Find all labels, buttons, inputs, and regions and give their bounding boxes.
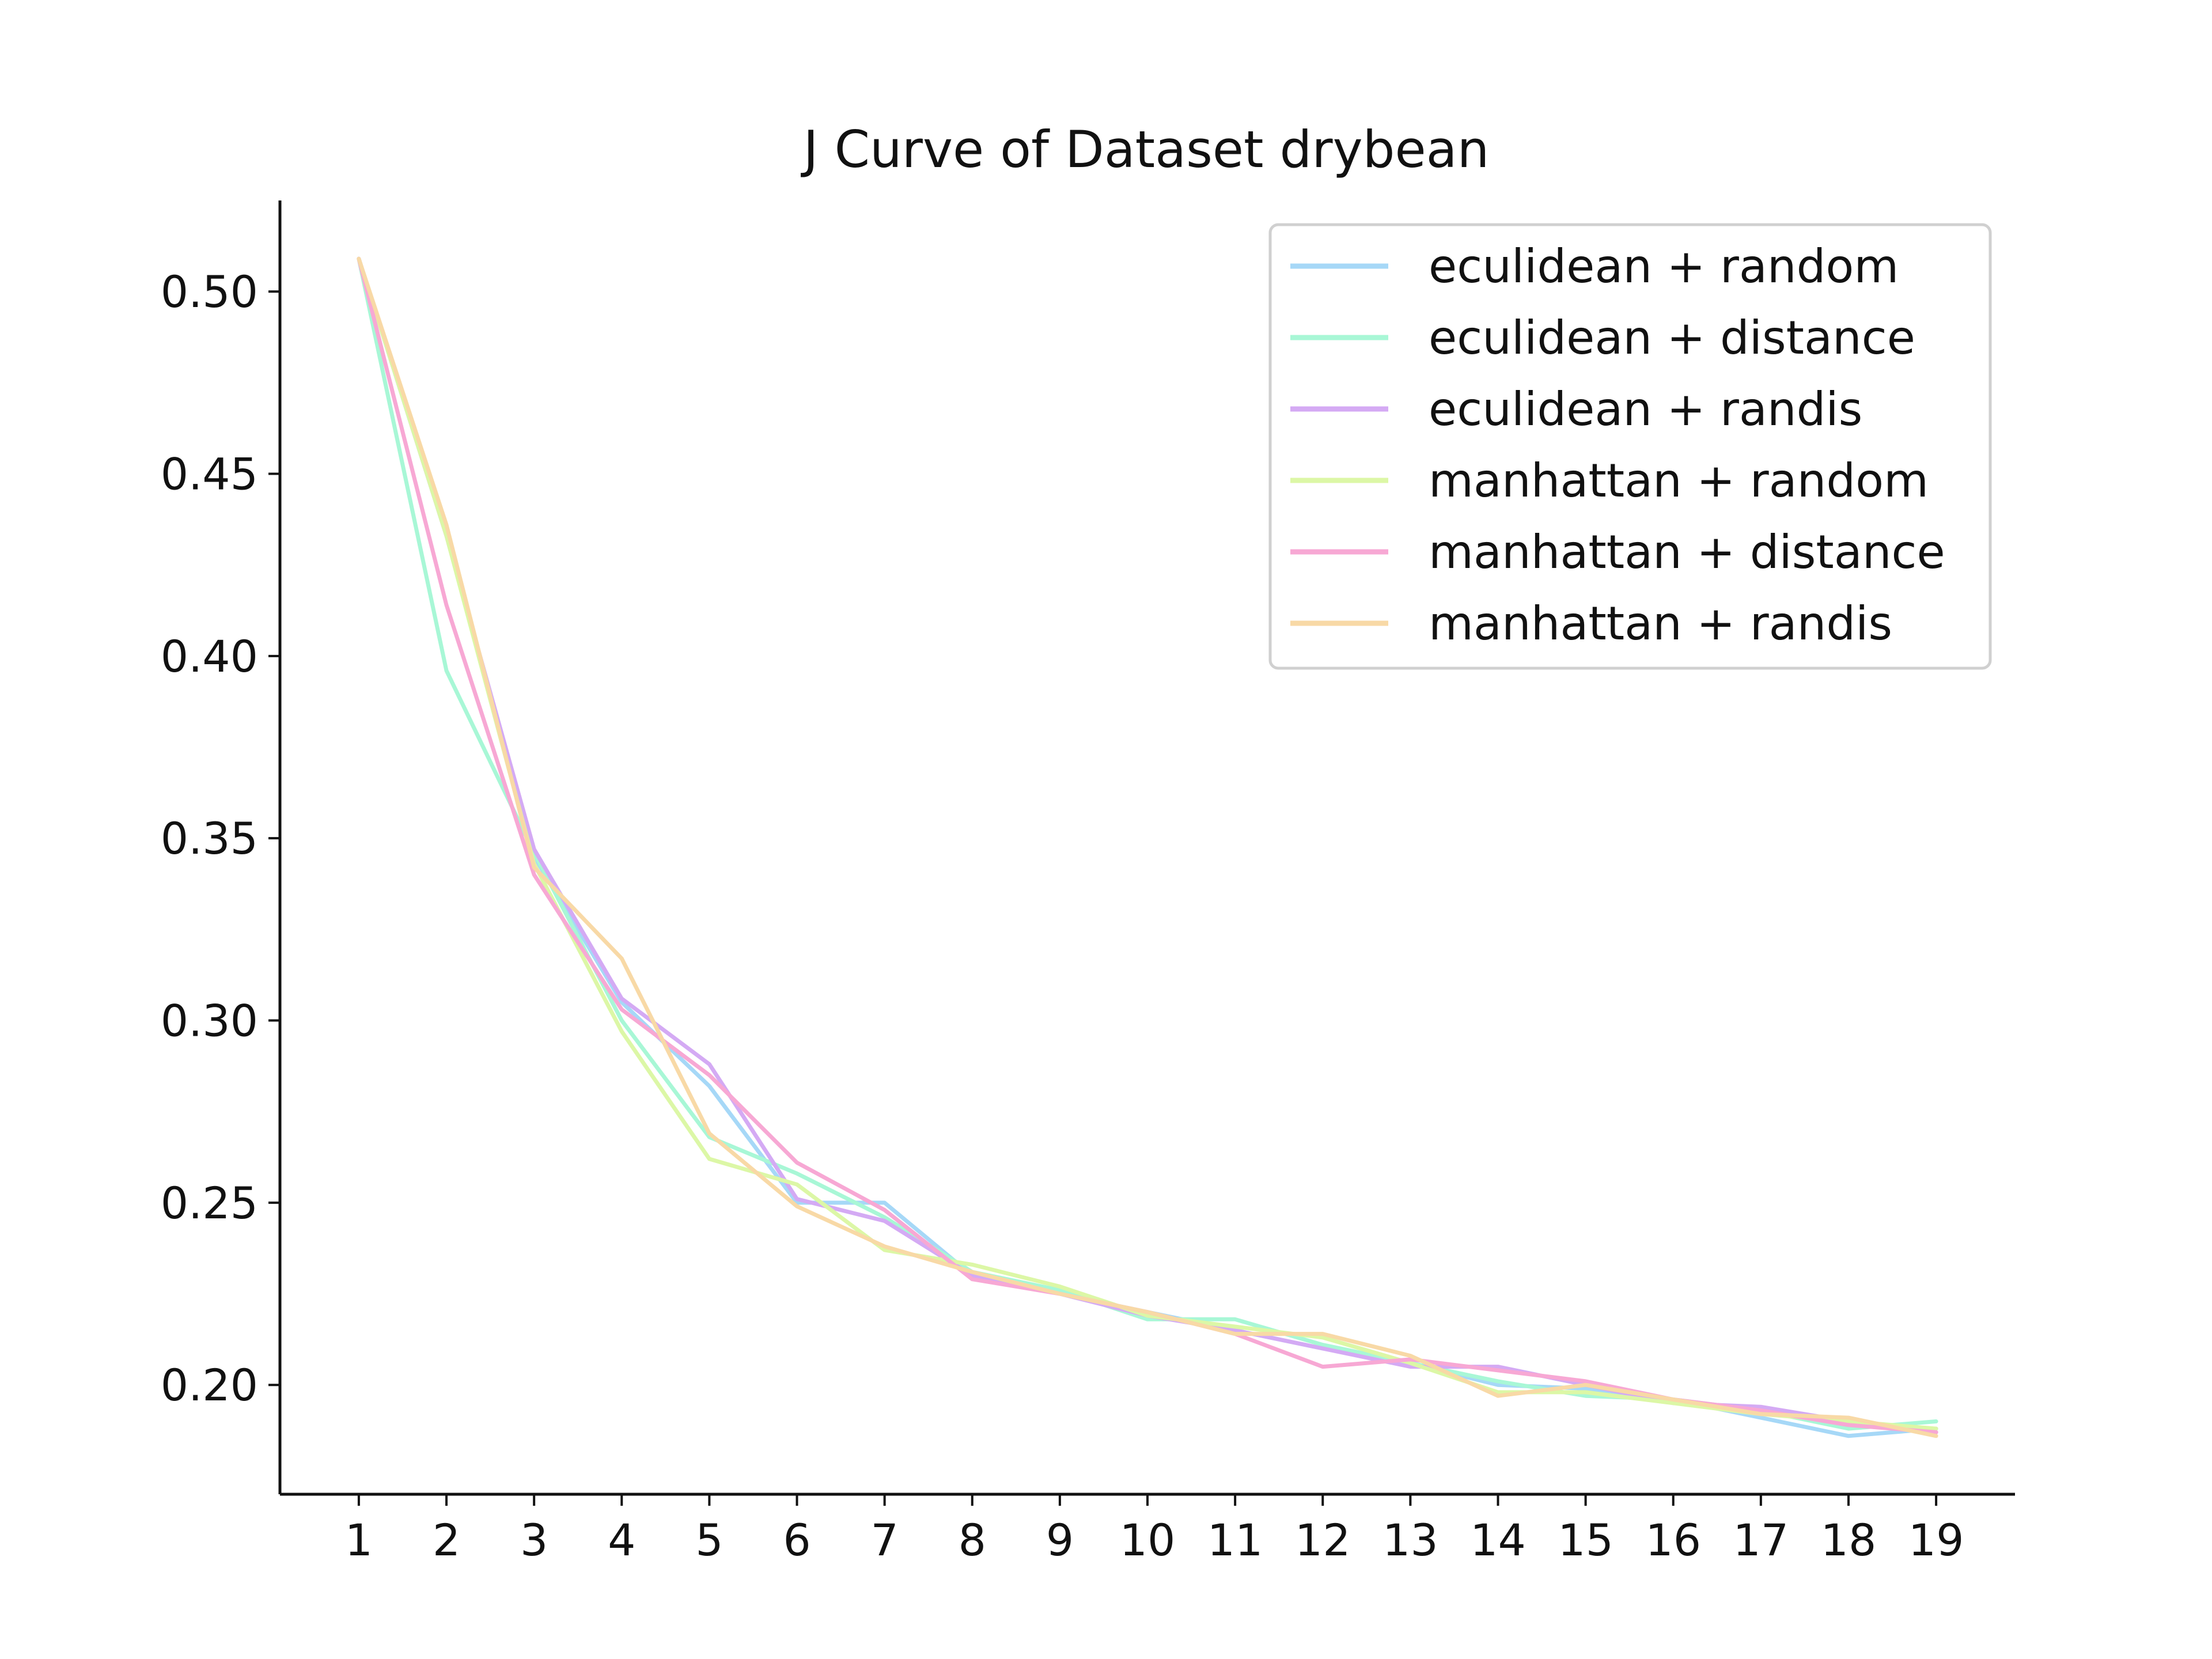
x-tick-label: 8: [959, 1514, 986, 1566]
series-line-4: [357, 256, 1938, 1431]
series-layer: [357, 256, 1938, 1438]
y-tick-label: 0.20: [161, 1359, 258, 1411]
x-tick-label: 12: [1295, 1514, 1351, 1566]
x-tick-label: 7: [870, 1514, 898, 1566]
x-tick-label: 9: [1046, 1514, 1074, 1566]
x-tick-label: 18: [1821, 1514, 1877, 1566]
x-tick-label: 6: [783, 1514, 810, 1566]
x-tick-label: 19: [1908, 1514, 1964, 1566]
x-tick-label: 11: [1207, 1514, 1263, 1566]
chart-title: J Curve of Dataset drybean: [801, 120, 1490, 179]
legend-label-4: manhattan + random: [1429, 454, 1929, 507]
x-tick-label: 4: [608, 1514, 635, 1566]
x-tick-label: 14: [1470, 1514, 1526, 1566]
x-tick-label: 16: [1645, 1514, 1701, 1566]
y-ticks: 0.20 0.25 0.30 0.35 0.40 0.45 0.50: [161, 266, 280, 1411]
x-tick-label: 2: [433, 1514, 460, 1566]
x-tick-label: 17: [1733, 1514, 1789, 1566]
x-tick-label: 1: [345, 1514, 373, 1566]
x-tick-label: 10: [1120, 1514, 1176, 1566]
y-tick-label: 0.45: [161, 449, 258, 500]
y-tick-label: 0.50: [161, 266, 258, 317]
legend-label-5: manhattan + distance: [1429, 525, 1945, 579]
legend-box: [1268, 223, 1992, 670]
legend-label-2: eculidean + distance: [1429, 311, 1915, 365]
legend: eculidean + random eculidean + distance ec…: [1268, 223, 1992, 670]
x-ticks: 1 2 3 4 5 6 7 8 9 10 11 12 13 14 15 16 17 18 19: [345, 1494, 1964, 1566]
y-tick-label: 0.40: [161, 631, 258, 682]
x-tick-label: 13: [1382, 1514, 1438, 1566]
x-tick-label: 15: [1558, 1514, 1613, 1566]
series-line-6: [357, 256, 1938, 1438]
legend-label-6: manhattan + randis: [1429, 597, 1892, 650]
y-tick-label: 0.35: [161, 813, 258, 864]
y-tick-label: 0.25: [161, 1177, 258, 1229]
x-tick-label: 5: [695, 1514, 723, 1566]
legend-label-1: eculidean + random: [1429, 240, 1899, 293]
x-tick-label: 3: [520, 1514, 548, 1566]
y-tick-label: 0.30: [161, 995, 258, 1047]
legend-label-3: eculidean + randis: [1429, 382, 1862, 436]
